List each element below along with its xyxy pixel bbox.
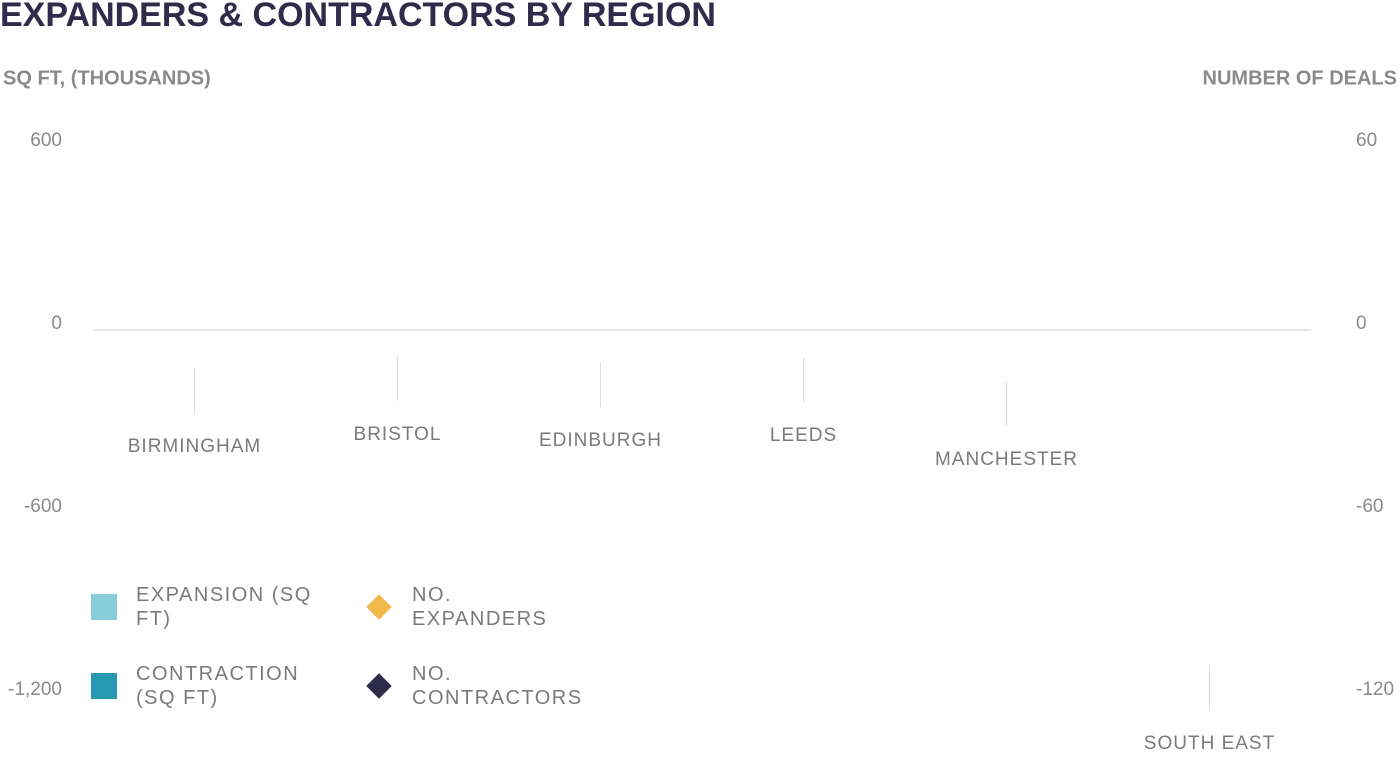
y-tick-label: 0 xyxy=(51,313,62,334)
x-tick-label: LEEDS xyxy=(770,425,837,446)
legend-item: EXPANSION (SQ FT) xyxy=(91,583,316,631)
y-axis-title: SQ FT, (THOUSANDS) xyxy=(3,67,211,89)
y2-tick-label: -60 xyxy=(1356,496,1383,517)
legend-label: CONTRACTION (SQ FT) xyxy=(136,663,300,709)
x-tick-label: BIRMINGHAM xyxy=(128,436,262,457)
legend-label: NO. CONTRACTORS xyxy=(412,663,583,709)
y2-axis-title: NUMBER OF DEALS xyxy=(1203,67,1397,89)
legend-item: NO. EXPANDERS xyxy=(366,583,592,631)
legend-item: CONTRACTION (SQ FT) xyxy=(91,662,316,710)
y2-tick-label: -120 xyxy=(1356,679,1394,700)
y2-tick-label: 0 xyxy=(1356,313,1367,334)
legend-swatch xyxy=(366,673,392,699)
y-tick-label: 600 xyxy=(30,130,62,151)
x-tick-label: EDINBURGH xyxy=(539,430,662,451)
legend-swatch xyxy=(91,594,117,620)
x-tick-label: BRISTOL xyxy=(354,424,442,445)
y-tick-label: -1,200 xyxy=(8,679,62,700)
legend-item: NO. CONTRACTORS xyxy=(366,662,592,710)
y2-tick-label: 60 xyxy=(1356,130,1377,151)
chart-title: EXPANDERS & CONTRACTORS BY REGION xyxy=(0,0,716,34)
legend-label: NO. EXPANDERS xyxy=(412,584,548,630)
x-tick-label: SOUTH EAST xyxy=(1144,733,1275,754)
x-tick-label: MANCHESTER xyxy=(935,449,1078,470)
y-tick-label: -600 xyxy=(24,496,62,517)
legend-label: EXPANSION (SQ FT) xyxy=(136,584,312,630)
legend-swatch xyxy=(366,594,392,620)
legend-swatch xyxy=(91,673,117,699)
